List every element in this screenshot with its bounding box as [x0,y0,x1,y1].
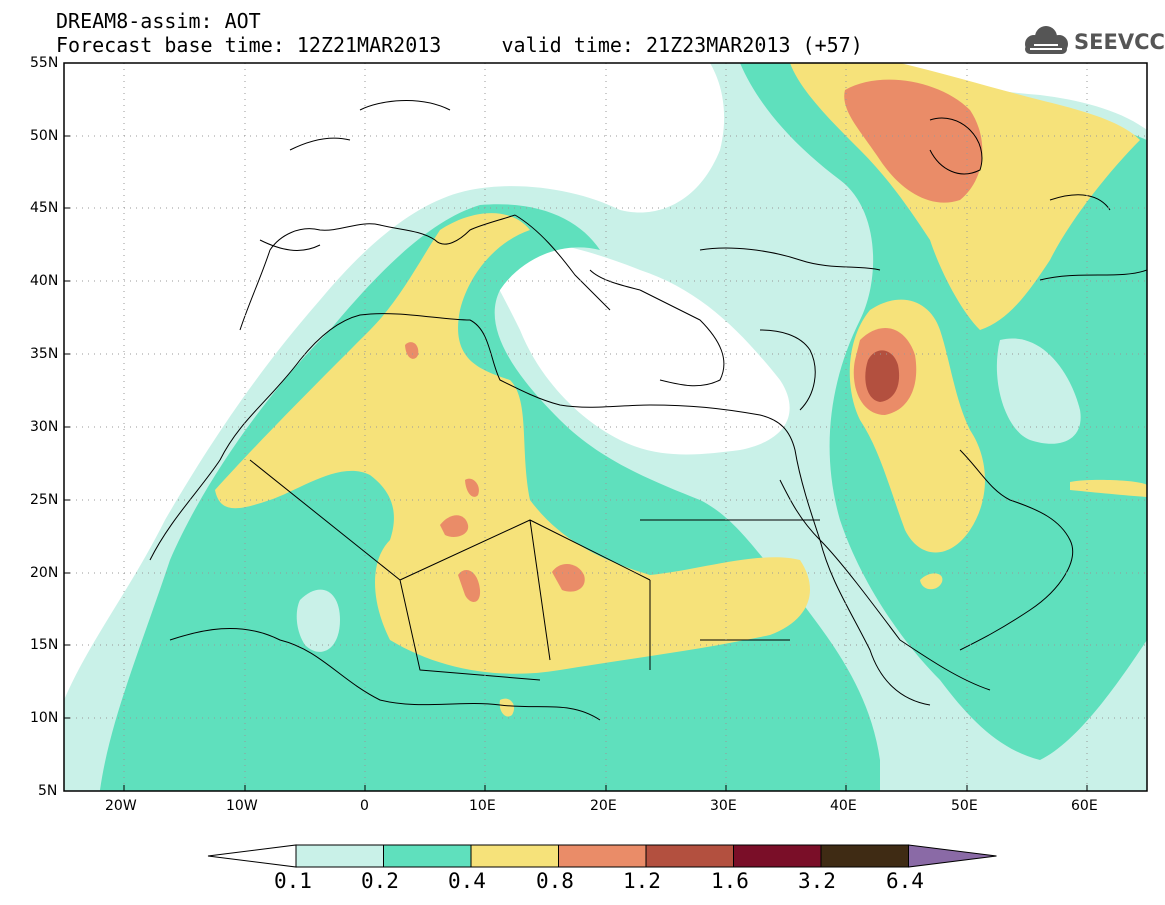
lon-label: 0 [360,798,369,814]
lat-label: 45N [30,200,59,216]
logo-text: SEEVCCC [1074,30,1165,54]
lat-label: 5N [38,783,58,799]
lat-label: 20N [30,565,59,581]
lon-label: 50E [951,798,978,814]
lat-label: 30N [30,419,59,435]
cloud-icon [1025,26,1068,54]
lat-label: 10N [30,710,59,726]
colorbar-label: 1.2 [623,869,661,893]
lon-label: 10W [226,798,258,814]
colorbar-label: 6.4 [886,869,924,893]
lon-label: 30E [710,798,737,814]
lon-label: 60E [1071,798,1098,814]
tick-marks [64,62,1088,792]
colorbar-label: 1.6 [711,869,749,893]
lon-label: 10E [469,798,496,814]
colorbar-label: 0.8 [536,869,574,893]
lon-label: 20W [105,798,137,814]
colorbar-label: 3.2 [798,869,836,893]
lat-label: 15N [30,637,59,653]
lat-label: 50N [30,128,59,144]
colorbar-label: 0.2 [361,869,399,893]
aot-level-1-2 [865,350,900,402]
colorbar-label: 0.1 [274,869,312,893]
lon-label: 40E [830,798,857,814]
lat-label: 40N [30,273,59,289]
colorbar-label: 0.4 [448,869,486,893]
lat-label: 25N [30,492,59,508]
product-title: DREAM8-assim: AOT [56,9,261,33]
forecast-times: Forecast base time: 12Z21MAR2013 valid t… [56,33,863,57]
lat-label: 35N [30,346,59,362]
lat-label: 55N [30,55,59,71]
graticule [64,63,1147,791]
lon-label: 20E [590,798,617,814]
coastlines [149,100,1147,721]
